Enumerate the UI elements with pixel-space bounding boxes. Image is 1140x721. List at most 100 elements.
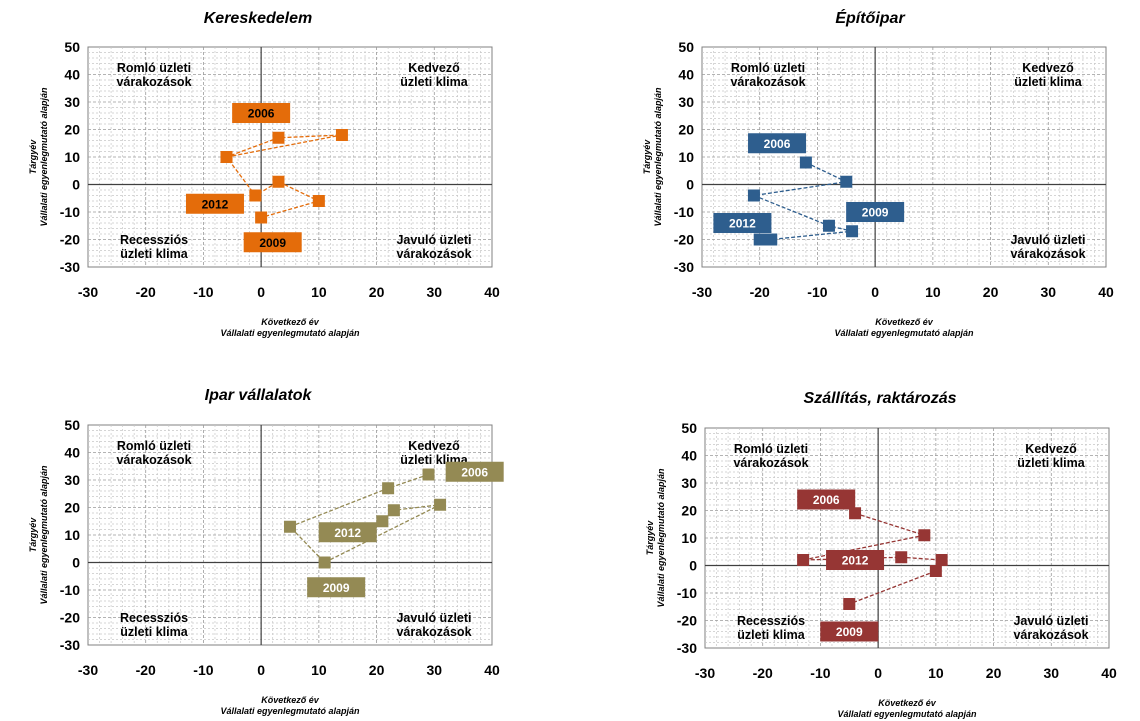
year-label-text: 2009 xyxy=(259,236,286,250)
y-tick-label: 40 xyxy=(64,67,80,83)
x-tick-label: 10 xyxy=(311,662,327,678)
x-axis-title-line1: Következő év xyxy=(261,317,320,327)
chart-title: Szállítás, raktározás xyxy=(804,390,957,407)
chart-panel-1: Kereskedelem -30 -20 -10 0 10 20 30 40 -30 -20 -10 0… xyxy=(28,10,500,338)
data-point xyxy=(382,482,395,495)
quadrant-label-bottom-right-line2: várakozások xyxy=(1010,247,1085,261)
quadrant-label-top-right-line2: üzleti klima xyxy=(1014,75,1082,89)
year-label-text: 2012 xyxy=(334,526,361,540)
year-label-box xyxy=(307,577,366,598)
x-axis-title-line2: Vállalati egyenlegmutató alapján xyxy=(837,709,977,719)
x-tick-label: 40 xyxy=(1101,665,1117,681)
y-tick-label: 50 xyxy=(64,39,80,55)
data-point xyxy=(747,189,760,202)
data-point xyxy=(284,520,296,533)
quadrant-label-bottom-left-line1: Recessziós xyxy=(120,233,188,247)
quadrant-label-top-right-line1: Kedvező xyxy=(1025,442,1077,456)
quadrant-label-bottom-right-line1: Javuló üzleti xyxy=(396,611,471,625)
quadrant-label-top-left-line1: Romló üzleti xyxy=(117,61,191,75)
y-tick-label: 0 xyxy=(72,555,80,571)
data-point xyxy=(376,515,389,528)
x-tick-label: 30 xyxy=(426,662,442,678)
y-axis-title-line2: Vállalati egyenlegmutató alapján xyxy=(39,87,49,227)
data-point xyxy=(249,189,262,202)
x-axis-title-line1: Következő év xyxy=(878,698,937,708)
y-axis-title-line2: Vállalati egyenlegmutató alapján xyxy=(39,465,49,605)
year-label-text: 2006 xyxy=(813,493,840,507)
quadrant-label-top-left-line1: Romló üzleti xyxy=(734,442,808,456)
quadrant-label-bottom-left-line1: Recessziós xyxy=(737,614,805,628)
y-axis-title-line1: Tárgyév xyxy=(642,139,652,175)
year-label-text: 2009 xyxy=(862,206,889,220)
x-tick-label: 30 xyxy=(1043,665,1059,681)
x-axis-title-line1: Következő év xyxy=(261,695,320,705)
chart-title: Kereskedelem xyxy=(204,10,313,27)
quadrant-label-top-left-line2: várakozások xyxy=(730,75,805,89)
y-tick-label: -20 xyxy=(60,232,80,248)
y-tick-label: 30 xyxy=(64,94,80,110)
y-tick-label: 0 xyxy=(72,177,80,193)
year-label-box xyxy=(820,621,879,642)
year-label-box xyxy=(445,461,504,482)
data-point xyxy=(843,598,856,610)
quadrant-label-top-left-line1: Romló üzleti xyxy=(117,439,191,453)
y-tick-label: 20 xyxy=(681,503,697,519)
quadrant-label-bottom-left-line2: üzleti klima xyxy=(737,628,805,642)
data-point xyxy=(753,233,766,246)
quadrant-label-bottom-right-line1: Javuló üzleti xyxy=(396,233,471,247)
data-point xyxy=(434,498,447,511)
chart-panel-3: Ipar vállalatok -30 -20 -10 0 10 20 30 40 -30 -20 -… xyxy=(28,387,504,716)
y-tick-label: -30 xyxy=(60,259,80,275)
data-point xyxy=(822,219,835,232)
x-tick-label: -20 xyxy=(136,662,156,678)
y-tick-label: -30 xyxy=(677,640,697,656)
y-tick-label: 50 xyxy=(64,417,80,433)
year-label-box xyxy=(232,103,291,123)
data-point xyxy=(272,131,285,144)
data-point xyxy=(929,565,942,577)
data-point xyxy=(272,175,285,188)
x-tick-label: 20 xyxy=(369,662,385,678)
y-tick-label: 20 xyxy=(64,500,80,516)
year-label-text: 2006 xyxy=(764,137,791,151)
data-point xyxy=(255,211,268,224)
y-tick-label: 30 xyxy=(681,475,697,491)
data-point xyxy=(312,195,325,207)
x-tick-label: 0 xyxy=(874,665,882,681)
quadrant-label-top-right-line1: Kedvező xyxy=(408,61,460,75)
year-label-text: 2006 xyxy=(248,107,275,121)
y-tick-label: 10 xyxy=(64,527,80,543)
y-tick-label: 50 xyxy=(681,420,697,436)
x-axis-title-line2: Vállalati egyenlegmutató alapján xyxy=(834,328,974,338)
quadrant-label-top-right-line1: Kedvező xyxy=(408,439,460,453)
year-label-box xyxy=(318,522,377,543)
quadrant-label-bottom-left-line2: üzleti klima xyxy=(120,625,188,639)
quadrant-label-top-left-line2: várakozások xyxy=(116,453,191,467)
y-axis-title-line2: Vállalati egyenlegmutató alapján xyxy=(656,468,666,608)
quadrant-label-bottom-left-line1: Recessziós xyxy=(120,611,188,625)
y-tick-label: -10 xyxy=(674,204,694,220)
x-tick-label: 0 xyxy=(257,284,265,300)
series-path xyxy=(225,134,343,219)
x-axis-title-line1: Következő év xyxy=(875,317,934,327)
y-tick-label: 10 xyxy=(681,530,697,546)
chart-title: Építőipar xyxy=(835,8,905,27)
data-point xyxy=(765,233,778,246)
y-tick-label: 10 xyxy=(64,149,80,165)
x-tick-label: -10 xyxy=(807,284,827,300)
data-point xyxy=(895,551,908,564)
quadrant-label-top-right-line2: üzleti klima xyxy=(400,75,468,89)
x-tick-label: 30 xyxy=(1040,284,1056,300)
data-point xyxy=(840,175,853,188)
year-label-box xyxy=(826,550,885,570)
data-point xyxy=(918,529,931,542)
year-label-box xyxy=(846,202,905,222)
quadrant-label-top-right-line1: Kedvező xyxy=(1022,61,1074,75)
y-axis-title-line2: Vállalati egyenlegmutató alapján xyxy=(653,87,663,227)
y-tick-label: -10 xyxy=(677,585,697,601)
data-point xyxy=(318,556,331,569)
data-point xyxy=(799,156,812,169)
quadrant-label-top-right-line2: üzleti klima xyxy=(1017,456,1085,470)
year-label-box xyxy=(185,193,244,214)
